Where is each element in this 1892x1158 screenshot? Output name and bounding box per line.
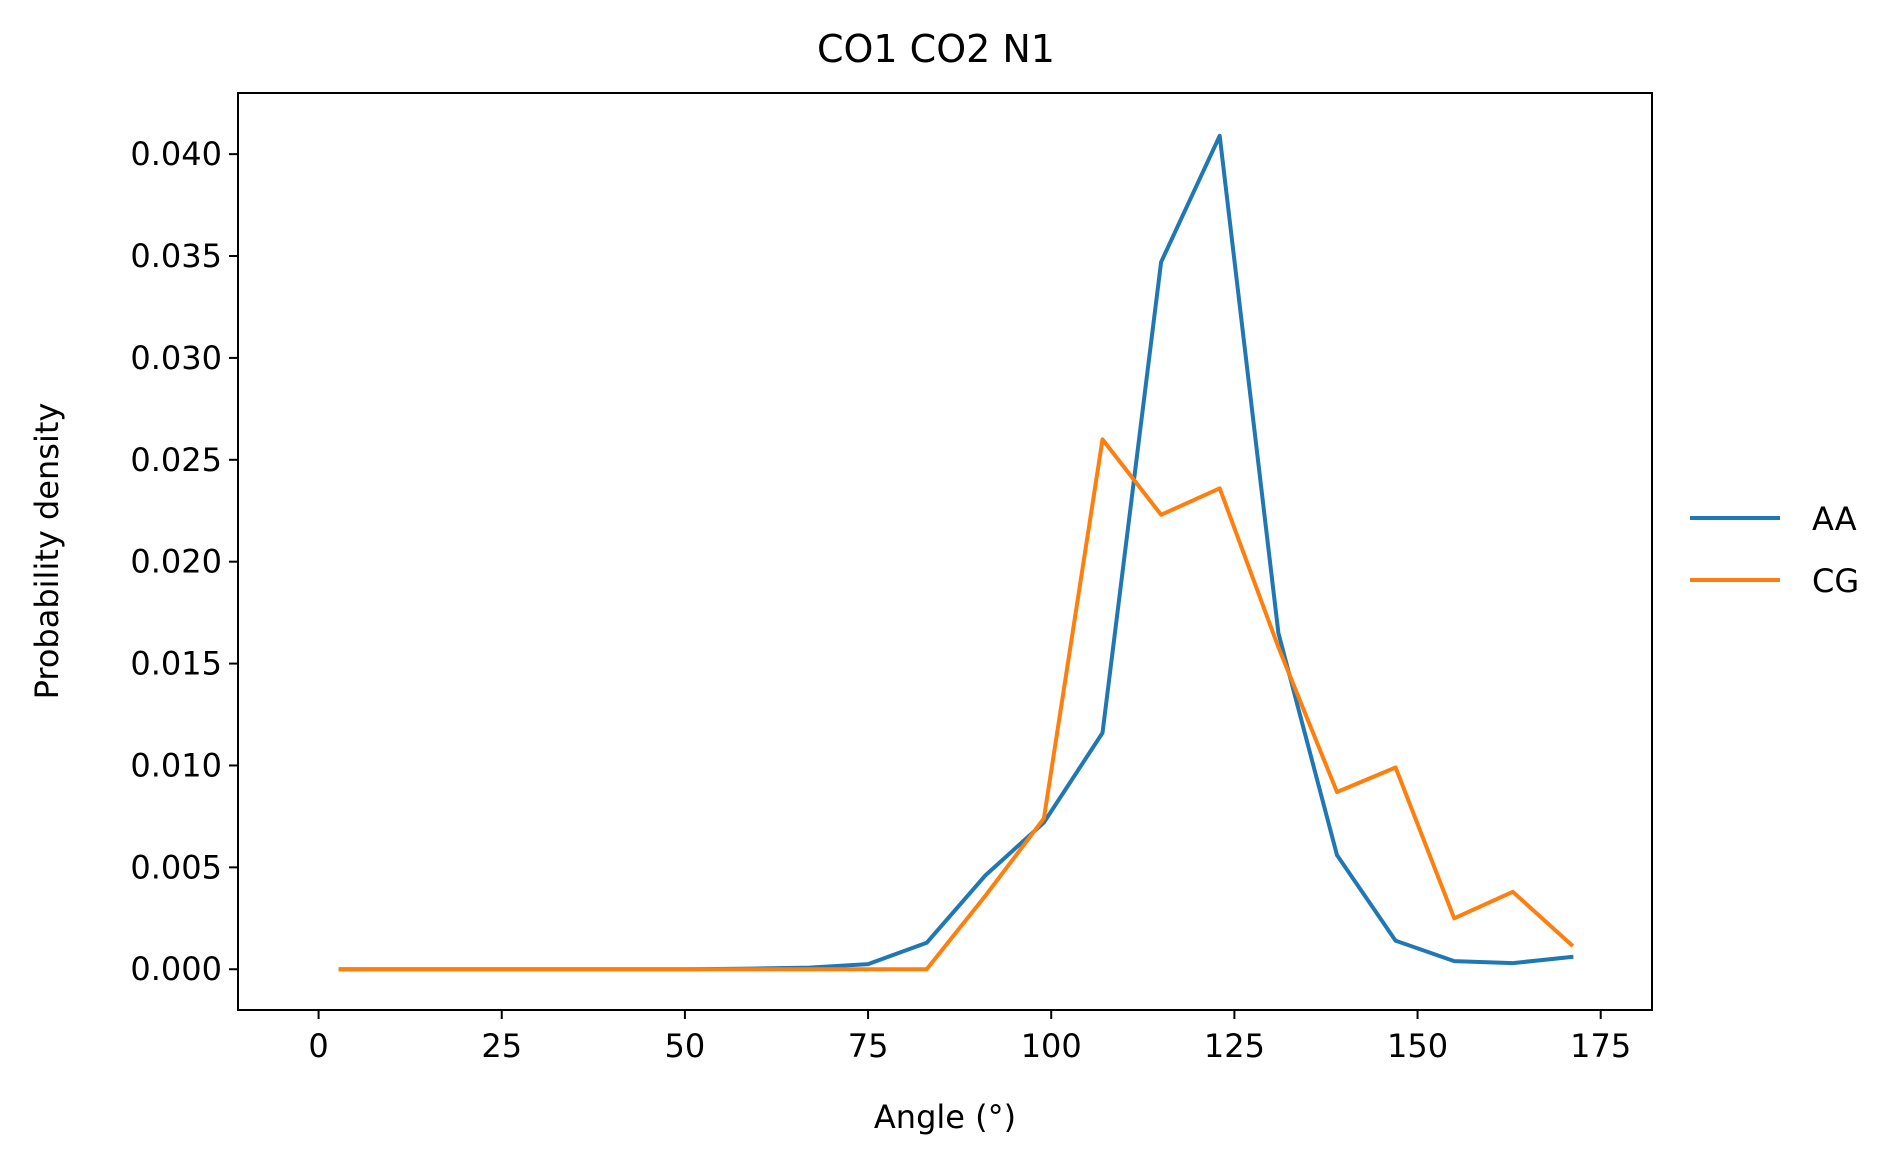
y-axis-label: Probability density — [28, 403, 66, 700]
y-axis: 0.000 0.005 0.010 0.015 0.020 0.025 0.030 0.035… — [130, 135, 238, 988]
x-tick-label: 75 — [848, 1027, 889, 1065]
x-axis-label: Angle (°) — [874, 1098, 1016, 1136]
x-tick-label: 150 — [1387, 1027, 1448, 1065]
y-tick-label: 0.005 — [130, 848, 222, 886]
x-tick-label: 50 — [665, 1027, 706, 1065]
y-tick-label: 0.025 — [130, 441, 222, 479]
x-tick-label: 125 — [1204, 1027, 1265, 1065]
x-tick-label: 100 — [1021, 1027, 1082, 1065]
x-tick-label: 175 — [1570, 1027, 1631, 1065]
x-axis: 0 25 50 75 100 125 150 175 — [308, 1010, 1631, 1065]
plot-frame — [237, 92, 1653, 1011]
y-tick-label: 0.030 — [130, 339, 222, 377]
legend-label-cg: CG — [1812, 562, 1859, 600]
chart-title: CO1 CO2 N1 — [817, 27, 1055, 71]
y-tick-label: 0.020 — [130, 543, 222, 581]
y-tick-label: 0.015 — [130, 645, 222, 683]
x-tick-label: 0 — [308, 1027, 328, 1065]
y-tick-label: 0.040 — [130, 135, 222, 173]
y-tick-label: 0.000 — [130, 950, 222, 988]
x-tick-label: 25 — [481, 1027, 522, 1065]
y-tick-label: 0.010 — [130, 746, 222, 784]
legend: AA CG — [1690, 500, 1859, 600]
y-tick-label: 0.035 — [130, 237, 222, 275]
series-line-cg — [338, 437, 1575, 972]
plot-lines — [338, 133, 1575, 972]
legend-label-aa: AA — [1812, 500, 1857, 538]
